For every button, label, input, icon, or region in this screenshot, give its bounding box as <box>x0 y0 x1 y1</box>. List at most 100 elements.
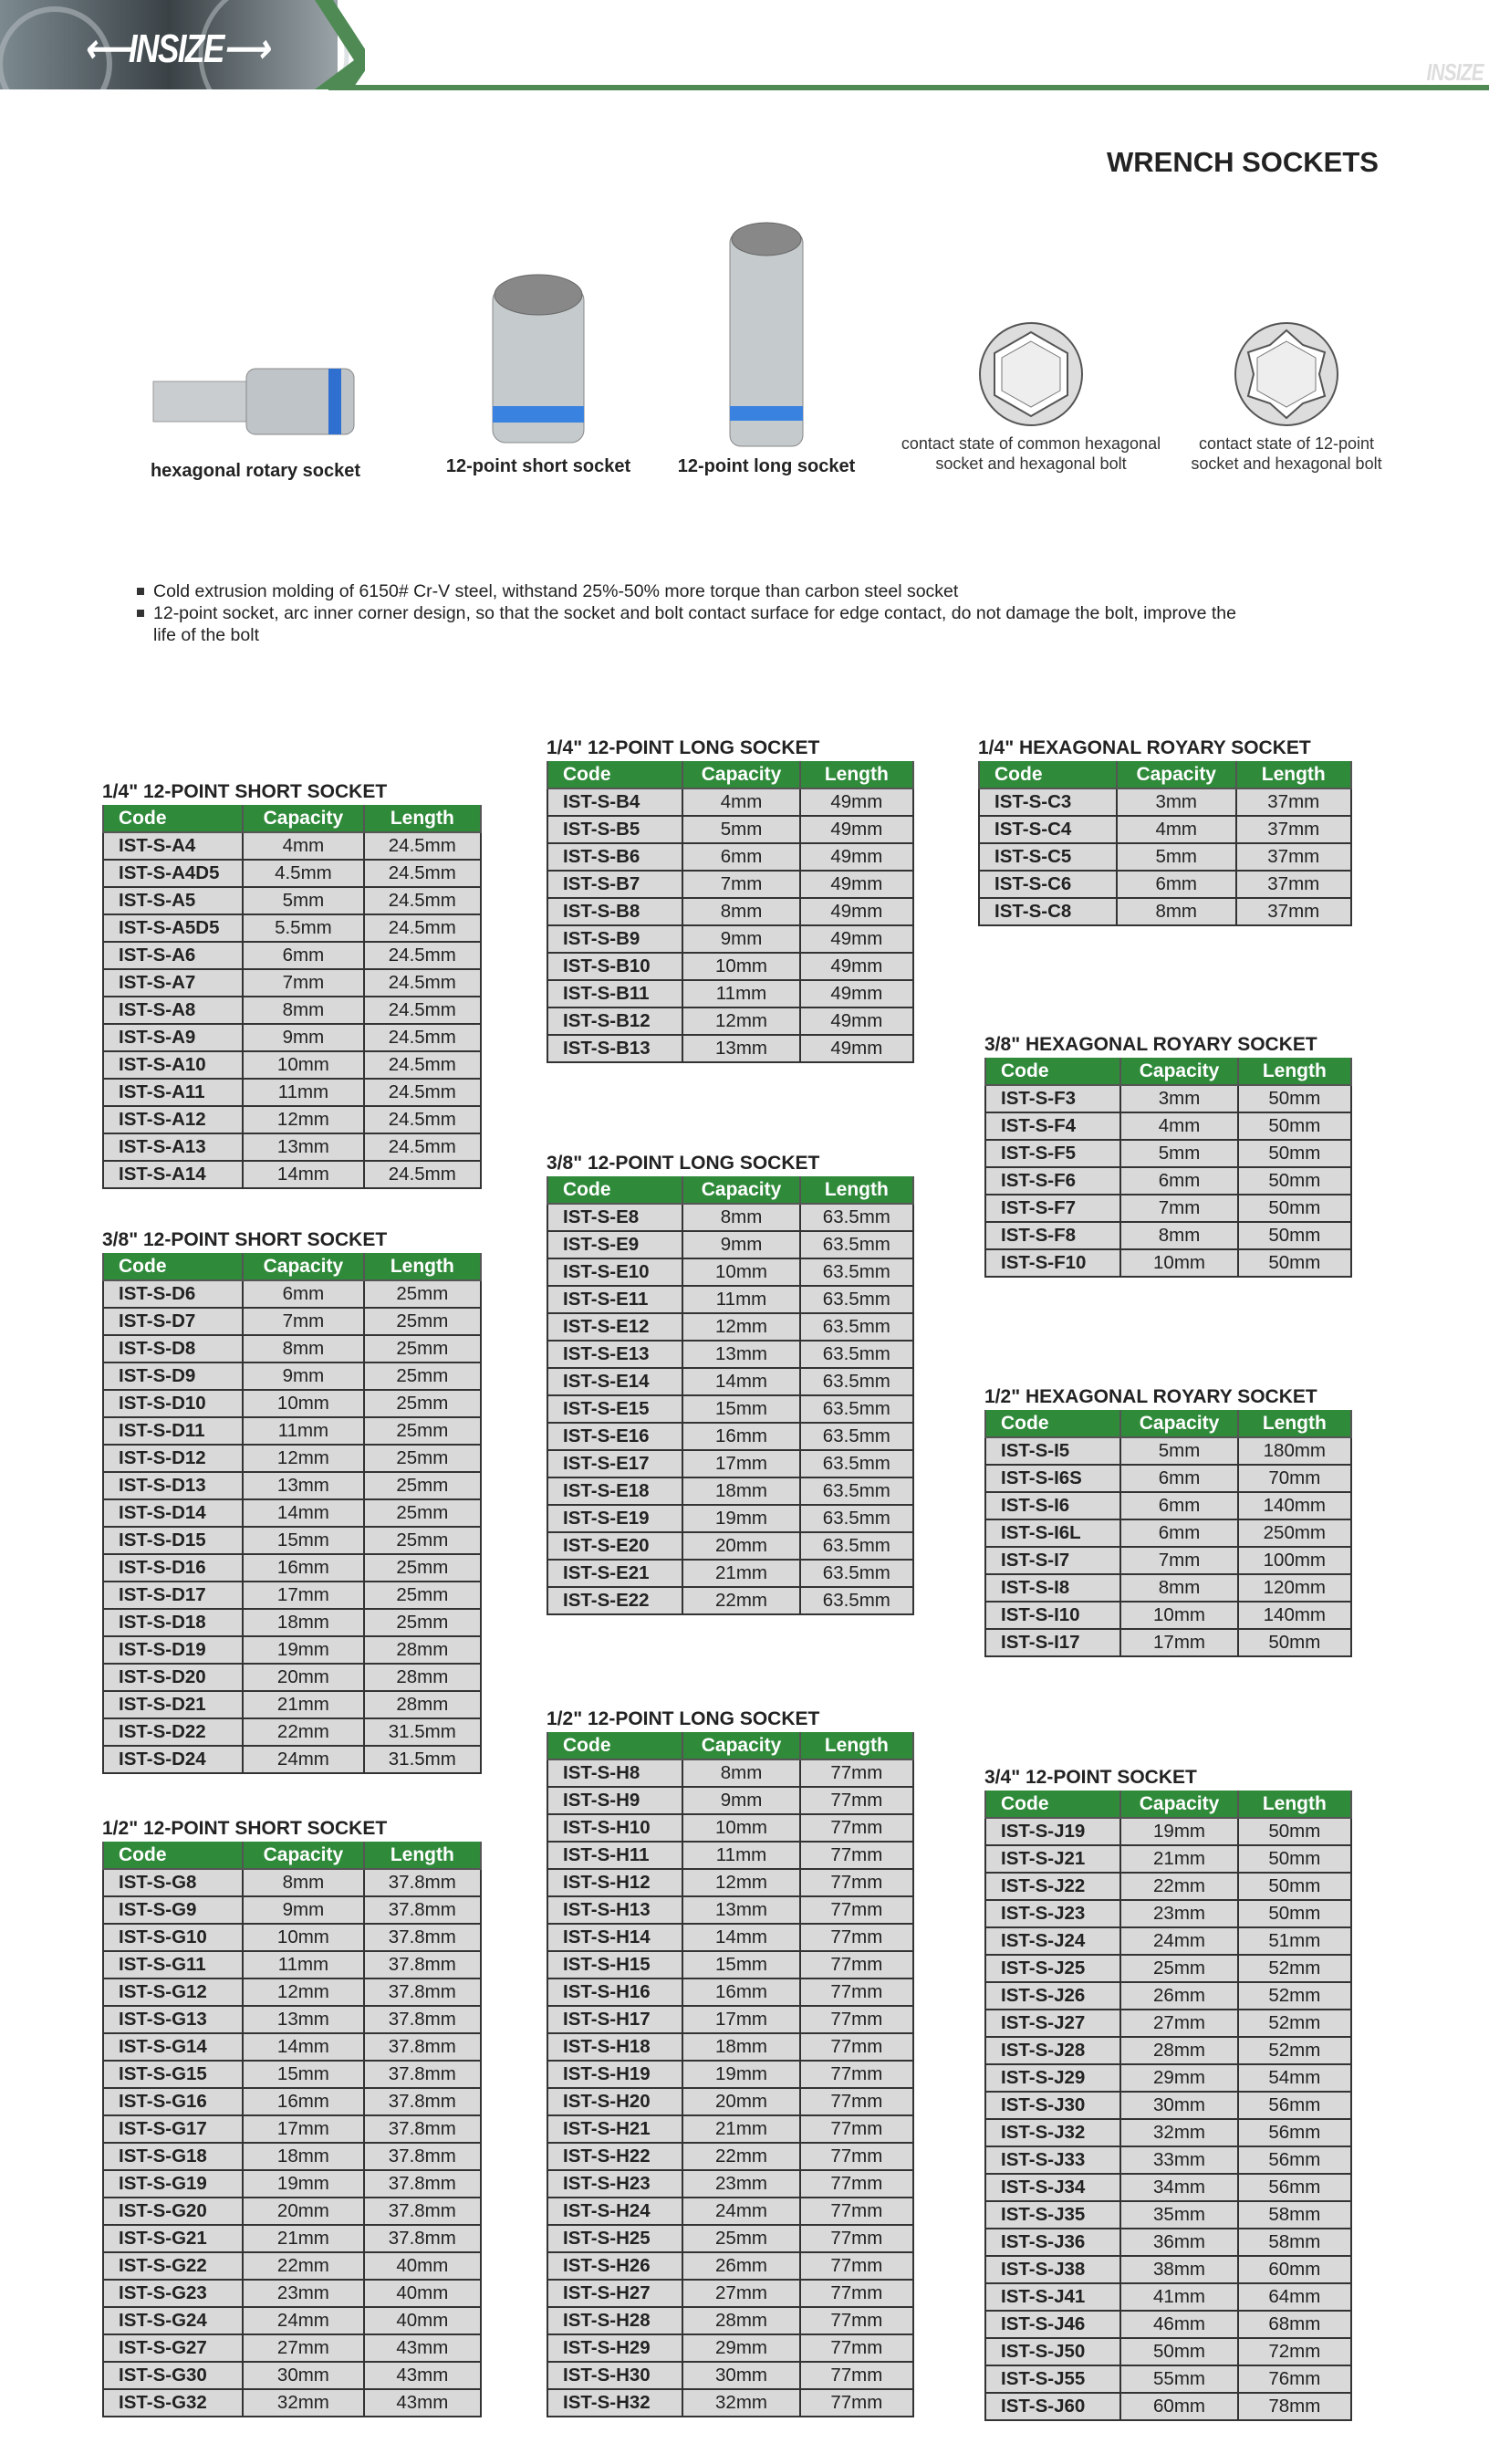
hex-bit-socket-image <box>152 368 355 435</box>
cell-code: IST-S-E12 <box>546 1312 684 1342</box>
table-row: IST-S-E8 8mm 63.5mm <box>546 1203 915 1232</box>
cell-code: IST-S-A5D5 <box>101 914 245 943</box>
table-row: IST-S-G21 21mm 37.8mm <box>101 2224 483 2253</box>
spec-table-block: 3/8" HEXAGONAL ROYARY SOCKET Code Capaci… <box>984 1034 1353 1278</box>
cell-capacity: 5mm <box>1115 842 1237 872</box>
cell-code: IST-S-J33 <box>984 2146 1122 2175</box>
cell-length: 24.5mm <box>362 886 483 915</box>
cell-capacity: 23mm <box>682 2169 801 2198</box>
cell-length: 37mm <box>1234 897 1352 926</box>
table-row: IST-S-J60 60mm 78mm <box>984 2392 1353 2421</box>
cell-code: IST-S-J50 <box>984 2337 1122 2366</box>
cell-capacity: 11mm <box>682 979 801 1008</box>
cell-length: 37.8mm <box>362 1868 483 1897</box>
cell-capacity: 4mm <box>1119 1112 1239 1141</box>
cell-length: 63.5mm <box>798 1285 915 1314</box>
cell-capacity: 25mm <box>1119 1954 1239 1983</box>
cell-length: 72mm <box>1236 2337 1353 2366</box>
cell-code: IST-S-H20 <box>546 2087 684 2116</box>
cell-length: 77mm <box>798 2197 915 2226</box>
cell-capacity: 27mm <box>682 2279 801 2308</box>
cell-code: IST-S-I8 <box>984 1573 1122 1603</box>
cell-code: IST-S-E10 <box>546 1258 684 1287</box>
cell-code: IST-S-D7 <box>101 1307 245 1336</box>
cell-capacity: 6mm <box>242 941 365 970</box>
cell-capacity: 18mm <box>242 1608 365 1637</box>
spec-table: Code Capacity Length IST-S-F3 3mm 50mm I… <box>984 1058 1353 1278</box>
column-header-code: Code <box>101 1842 245 1870</box>
cell-length: 77mm <box>798 2060 915 2089</box>
column-header-length: Length <box>798 761 915 789</box>
table-row: IST-S-G27 27mm 43mm <box>101 2333 483 2363</box>
table-row: IST-S-D17 17mm 25mm <box>101 1581 483 1610</box>
cell-capacity: 18mm <box>682 1477 801 1506</box>
header-banner-image <box>0 0 365 89</box>
column-header-length: Length <box>1234 761 1352 789</box>
cell-code: IST-S-H29 <box>546 2333 684 2363</box>
cell-length: 37mm <box>1234 788 1352 817</box>
header-green-line <box>328 85 1489 90</box>
cell-capacity: 22mm <box>1119 1872 1239 1901</box>
cell-length: 52mm <box>1236 2009 1353 2038</box>
column-header-capacity: Capacity <box>242 1842 365 1870</box>
table-row: IST-S-J36 36mm 58mm <box>984 2228 1353 2257</box>
table-row: IST-S-I8 8mm 120mm <box>984 1573 1353 1603</box>
cell-capacity: 19mm <box>1119 1817 1239 1846</box>
product-caption: 12-point short socket <box>445 456 631 476</box>
cell-length: 50mm <box>1236 1084 1353 1113</box>
table-row: IST-S-H9 9mm 77mm <box>546 1786 915 1815</box>
cell-code: IST-S-D9 <box>101 1362 245 1391</box>
cell-length: 50mm <box>1236 1817 1353 1846</box>
table-row: IST-S-H12 12mm 77mm <box>546 1868 915 1897</box>
cell-length: 37mm <box>1234 842 1352 872</box>
cell-capacity: 19mm <box>682 2060 801 2089</box>
spec-table-block: 1/4" HEXAGONAL ROYARY SOCKET Code Capaci… <box>978 737 1352 926</box>
column-header-length: Length <box>798 1732 915 1760</box>
cell-length: 60mm <box>1236 2255 1353 2284</box>
cell-code: IST-S-H24 <box>546 2197 684 2226</box>
short-socket-image <box>492 274 585 444</box>
table-row: IST-S-B5 5mm 49mm <box>546 815 915 844</box>
cell-capacity: 18mm <box>682 2032 801 2062</box>
table-row: IST-S-G23 23mm 40mm <box>101 2279 483 2308</box>
product-caption: hexagonal rotary socket <box>150 461 361 481</box>
cell-length: 56mm <box>1236 2173 1353 2202</box>
cell-capacity: 6mm <box>1119 1519 1239 1548</box>
table-row: IST-S-G22 22mm 40mm <box>101 2251 483 2281</box>
table-header-row: Code Capacity Length <box>984 1410 1353 1438</box>
cell-capacity: 32mm <box>682 2388 801 2417</box>
cell-capacity: 12mm <box>242 1978 365 2007</box>
cell-code: IST-S-H25 <box>546 2224 684 2253</box>
cell-code: IST-S-F5 <box>984 1139 1122 1168</box>
cell-code: IST-S-G10 <box>101 1923 245 1952</box>
table-row: IST-S-B7 7mm 49mm <box>546 870 915 899</box>
insize-logo-small: INSIZE <box>1426 58 1484 86</box>
cell-length: 40mm <box>362 2251 483 2281</box>
cell-code: IST-S-D17 <box>101 1581 245 1610</box>
cell-capacity: 24mm <box>682 2197 801 2226</box>
cell-capacity: 10mm <box>682 1813 801 1843</box>
cell-length: 24.5mm <box>362 1023 483 1052</box>
cell-length: 51mm <box>1236 1926 1353 1956</box>
cell-length: 63.5mm <box>798 1586 915 1615</box>
cell-length: 37.8mm <box>362 2005 483 2034</box>
cell-capacity: 7mm <box>242 1307 365 1336</box>
cell-capacity: 32mm <box>242 2388 365 2417</box>
cell-capacity: 16mm <box>682 1422 801 1451</box>
cell-code: IST-S-D8 <box>101 1334 245 1363</box>
cell-length: 68mm <box>1236 2310 1353 2339</box>
cell-code: IST-S-A13 <box>101 1133 245 1162</box>
table-row: IST-S-D21 21mm 28mm <box>101 1690 483 1719</box>
table-row: IST-S-J25 25mm 52mm <box>984 1954 1353 1983</box>
cell-code: IST-S-D22 <box>101 1717 245 1747</box>
cell-code: IST-S-J34 <box>984 2173 1122 2202</box>
cell-capacity: 15mm <box>682 1394 801 1424</box>
cell-capacity: 12mm <box>682 1007 801 1036</box>
cell-code: IST-S-I6 <box>984 1491 1122 1520</box>
cell-code: IST-S-G17 <box>101 2114 245 2144</box>
cell-capacity: 6mm <box>242 1279 365 1309</box>
cell-length: 28mm <box>362 1690 483 1719</box>
cell-code: IST-S-G19 <box>101 2169 245 2198</box>
cell-length: 25mm <box>362 1279 483 1309</box>
table-row: IST-S-F10 10mm 50mm <box>984 1248 1353 1278</box>
